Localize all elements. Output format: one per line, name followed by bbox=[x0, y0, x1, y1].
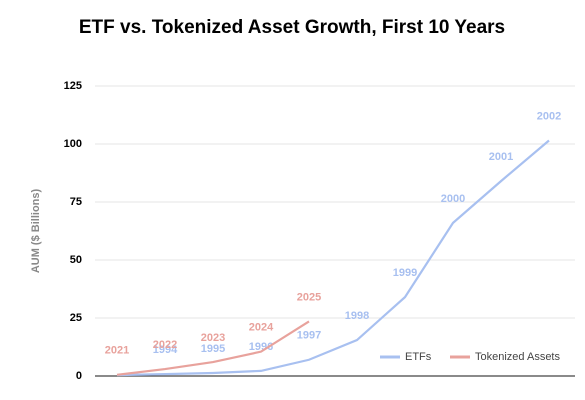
point-label: 2021 bbox=[105, 345, 129, 357]
series-line bbox=[116, 139, 550, 377]
point-label: 1996 bbox=[249, 341, 273, 353]
point-label: 1995 bbox=[201, 343, 225, 355]
y-tick-label: 75 bbox=[70, 196, 82, 208]
point-label: 2002 bbox=[537, 110, 561, 122]
y-tick-label: 25 bbox=[70, 312, 82, 324]
y-tick-label: 100 bbox=[64, 138, 82, 150]
chart-title: ETF vs. Tokenized Asset Growth, First 10… bbox=[79, 17, 505, 38]
series-line bbox=[116, 320, 310, 376]
point-label: 1997 bbox=[297, 330, 321, 342]
point-label: 2023 bbox=[201, 332, 225, 344]
point-label: 1999 bbox=[393, 267, 417, 279]
point-label: 2024 bbox=[249, 322, 274, 334]
y-tick-label: 50 bbox=[70, 254, 82, 266]
y-tick-label: 0 bbox=[76, 370, 82, 382]
y-axis-label: AUM ($ Billions) bbox=[30, 189, 42, 274]
point-label: 1998 bbox=[345, 310, 369, 322]
legend-label: Tokenized Assets bbox=[475, 351, 560, 363]
point-label: 2001 bbox=[489, 151, 513, 163]
legend-label: ETFs bbox=[405, 351, 432, 363]
point-label: 1994 bbox=[153, 344, 178, 356]
y-tick-label: 125 bbox=[64, 80, 82, 92]
point-label: 2000 bbox=[441, 193, 465, 205]
point-label: 2022 bbox=[153, 339, 177, 351]
point-label: 2025 bbox=[297, 291, 321, 303]
